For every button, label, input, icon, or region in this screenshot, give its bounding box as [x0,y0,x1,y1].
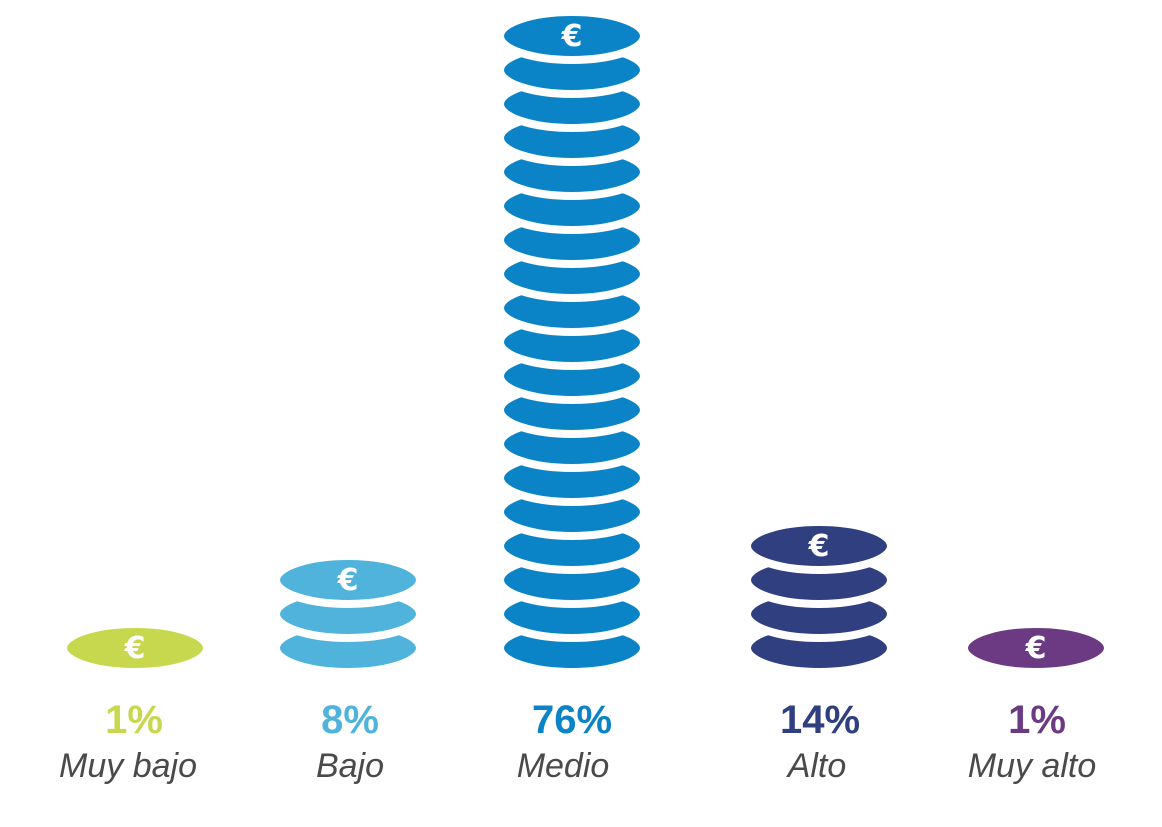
category-label-bajo: Bajo [315,747,385,785]
coin-stack-muy-alto: € [960,620,1112,676]
category-label-alto: Alto [787,747,847,785]
coin-muy-bajo [59,620,211,676]
value-label-bajo: 8% [321,698,379,742]
euro-icon: € [808,529,830,564]
euro-icon: € [561,19,583,54]
value-label-medio: 76% [531,698,613,742]
coin-stack-bajo: € [272,552,424,676]
category-label-medio: Medio [516,747,610,785]
category-label-muy-bajo: Muy bajo [59,747,197,785]
euro-icon: € [337,563,359,598]
value-label-alto: 14% [779,698,861,742]
value-label-muy-alto: 1% [1008,698,1066,742]
coin-muy-alto [960,620,1112,676]
coin-bajo [272,552,424,608]
coin-medio [496,8,648,64]
category-label-muy-alto: Muy alto [967,747,1097,785]
coin-stack-medio: € [496,8,648,676]
coin-stack-muy-bajo: € [59,620,211,676]
coin-stack-alto: € [743,518,895,676]
value-label-muy-bajo: 1% [105,698,163,742]
euro-icon: € [124,631,146,666]
coin-alto [743,518,895,574]
euro-icon: € [1025,631,1047,666]
